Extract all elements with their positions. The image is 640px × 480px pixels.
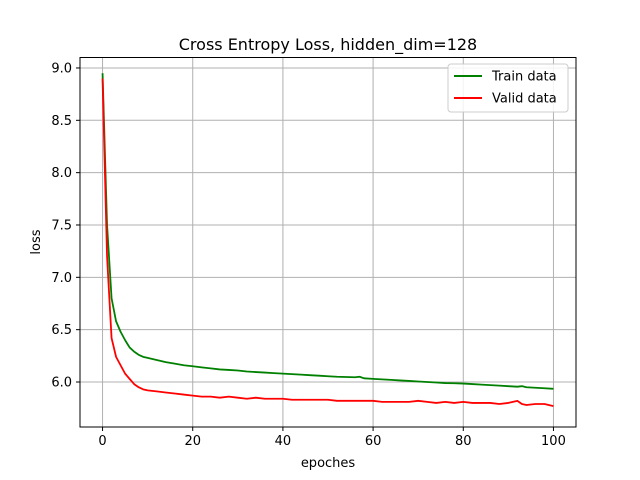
x-axis-label: epoches <box>301 456 356 471</box>
y-tick-label: 9.0 <box>51 61 72 76</box>
y-tick-label: 8.0 <box>51 166 72 181</box>
x-tick-label: 20 <box>184 434 201 449</box>
legend-label-valid: Valid data <box>492 92 557 107</box>
x-tick-label: 80 <box>455 434 472 449</box>
y-axis-label: loss <box>29 229 44 254</box>
x-tick-label: 100 <box>541 434 566 449</box>
legend-label-train: Train data <box>491 70 557 85</box>
series-line-train <box>101 73 554 390</box>
y-tick-label: 6.5 <box>51 323 72 338</box>
x-tick-label: 60 <box>365 434 382 449</box>
y-tick-label: 8.5 <box>51 114 72 129</box>
x-tick-label: 0 <box>98 434 106 449</box>
y-tick-label: 6.0 <box>51 375 72 390</box>
y-tick-label: 7.0 <box>51 271 72 286</box>
x-tick-label: 40 <box>275 434 292 449</box>
series-line-valid <box>101 78 554 407</box>
y-tick-label: 7.5 <box>51 218 72 233</box>
grid <box>80 57 576 427</box>
legend: Train data Valid data <box>447 63 569 113</box>
plot-frame <box>79 57 577 428</box>
series-lines <box>101 73 554 407</box>
chart-title: Cross Entropy Loss, hidden_dim=128 <box>179 35 477 55</box>
axis-ticks: 0 20 40 60 80 100 6.0 6.5 7.0 7.5 8.0 8.5 9.0 <box>51 61 566 449</box>
